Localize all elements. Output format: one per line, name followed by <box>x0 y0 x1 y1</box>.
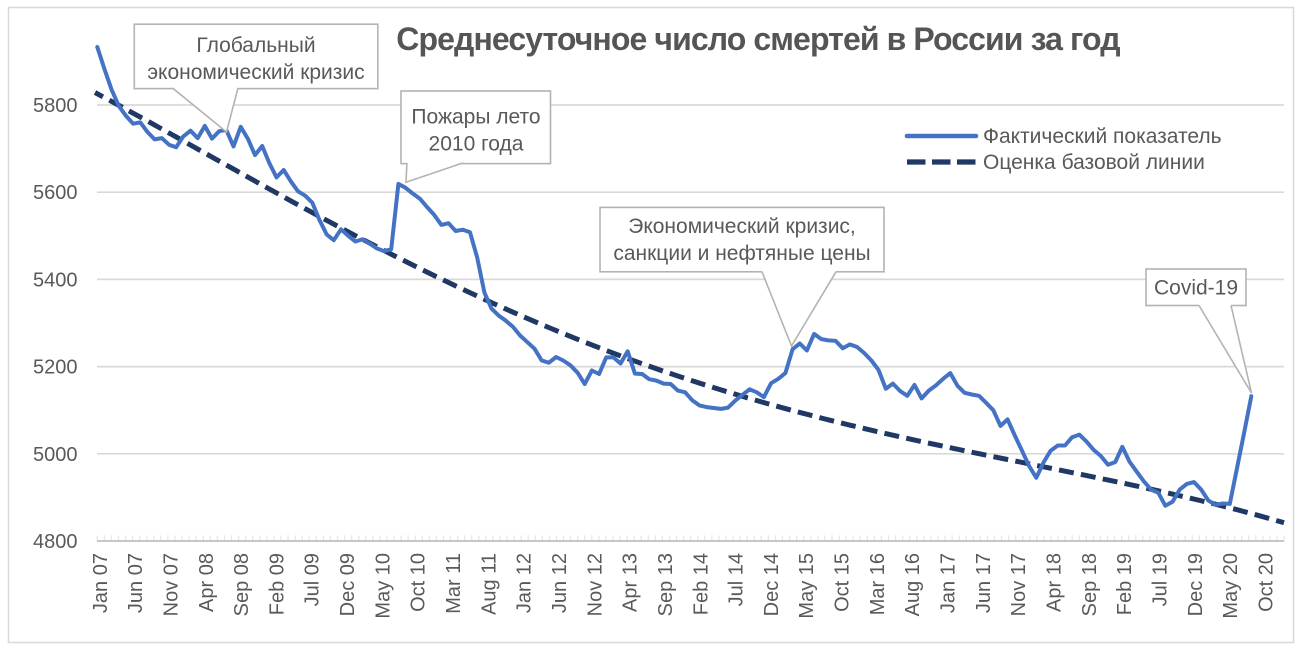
svg-text:Jan 12: Jan 12 <box>514 553 536 613</box>
svg-text:Пожары лето: Пожары лето <box>411 106 540 129</box>
svg-text:Apr 18: Apr 18 <box>1044 553 1066 612</box>
svg-text:Sep 13: Sep 13 <box>655 553 677 616</box>
svg-text:Feb 14: Feb 14 <box>690 553 712 615</box>
svg-text:May 10: May 10 <box>372 553 394 619</box>
svg-text:Jan 07: Jan 07 <box>90 553 112 613</box>
svg-text:Oct 20: Oct 20 <box>1255 553 1277 612</box>
svg-text:Oct 10: Oct 10 <box>408 553 430 612</box>
svg-text:Фактический показатель: Фактический показатель <box>983 125 1222 148</box>
svg-text:Apr 13: Apr 13 <box>620 553 642 612</box>
svg-text:Oct 15: Oct 15 <box>832 553 854 612</box>
svg-text:Mar 11: Mar 11 <box>443 553 465 614</box>
svg-text:Dec 19: Dec 19 <box>1185 553 1207 616</box>
svg-text:экономический кризис: экономический кризис <box>147 61 364 84</box>
svg-text:Aug 16: Aug 16 <box>902 553 924 616</box>
svg-text:Feb 09: Feb 09 <box>266 553 288 615</box>
svg-text:Sep 08: Sep 08 <box>231 553 253 616</box>
svg-text:5000: 5000 <box>33 444 78 466</box>
svg-text:5800: 5800 <box>33 95 78 117</box>
svg-text:Jul 09: Jul 09 <box>302 553 324 606</box>
svg-text:Jun 12: Jun 12 <box>549 553 571 613</box>
svg-text:Nov 12: Nov 12 <box>584 553 606 616</box>
svg-text:Jan 17: Jan 17 <box>938 553 960 613</box>
svg-text:Nov 07: Nov 07 <box>160 553 182 616</box>
svg-text:Экономический кризис,: Экономический кризис, <box>628 215 856 238</box>
svg-text:5600: 5600 <box>33 182 78 204</box>
svg-text:Mar 16: Mar 16 <box>867 553 889 615</box>
svg-text:5400: 5400 <box>33 269 78 291</box>
svg-text:Sep 18: Sep 18 <box>1079 553 1101 616</box>
svg-text:Jul 19: Jul 19 <box>1149 553 1171 606</box>
svg-text:4800: 4800 <box>33 531 78 553</box>
svg-text:Среднесуточное число смертей в: Среднесуточное число смертей в России за… <box>396 21 1120 57</box>
svg-text:Оценка базовой линии: Оценка базовой линии <box>983 151 1205 174</box>
svg-text:5200: 5200 <box>33 357 78 379</box>
svg-text:Jul 14: Jul 14 <box>726 553 748 606</box>
svg-text:2010 года: 2010 года <box>429 133 524 156</box>
svg-text:Jun 17: Jun 17 <box>973 553 995 613</box>
svg-text:Aug 11: Aug 11 <box>478 553 500 615</box>
svg-text:May 15: May 15 <box>796 553 818 619</box>
svg-text:Dec 09: Dec 09 <box>337 553 359 616</box>
svg-text:Jun 07: Jun 07 <box>125 553 147 613</box>
svg-text:санкции и нефтяные цены: санкции и нефтяные цены <box>613 242 870 265</box>
svg-text:Covid-19: Covid-19 <box>1154 277 1238 300</box>
svg-text:Feb 19: Feb 19 <box>1114 553 1136 615</box>
svg-text:Dec 14: Dec 14 <box>761 553 783 616</box>
svg-text:Apr 08: Apr 08 <box>196 553 218 612</box>
svg-text:May 20: May 20 <box>1220 553 1242 619</box>
svg-text:Nov 17: Nov 17 <box>1008 553 1030 616</box>
svg-text:Глобальный: Глобальный <box>196 34 315 57</box>
